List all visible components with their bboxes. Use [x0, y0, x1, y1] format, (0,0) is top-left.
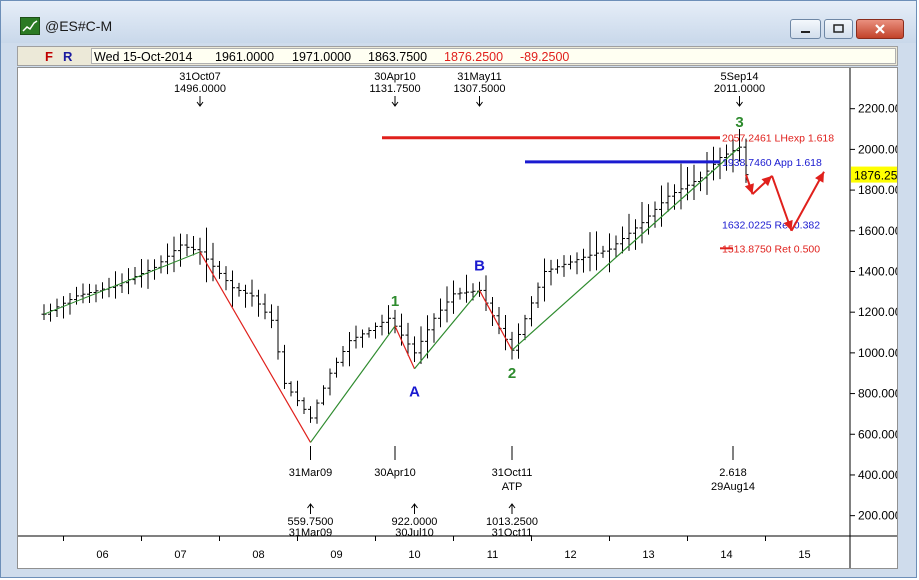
time-marker-label: 31Oct11: [492, 467, 533, 479]
wave-segment: [394, 325, 416, 369]
time-marker-label: 2.618: [719, 467, 747, 479]
last-price-label: 1876.25: [854, 169, 897, 183]
y-tick-label: 400.000: [858, 468, 897, 482]
last-price-tag: [851, 166, 897, 183]
top-annotation-arrowhead: [196, 101, 204, 107]
time-marker-label: 30Apr10: [374, 467, 416, 479]
bottom-annotation-date: 31Oct11: [492, 527, 533, 539]
maximize-button[interactable]: [824, 19, 853, 39]
x-tick-label: 14: [720, 549, 732, 561]
window-title: @ES#C-M: [45, 18, 113, 34]
r-label[interactable]: R: [63, 49, 73, 64]
x-tick-label: 10: [408, 549, 420, 561]
wave-segment: [414, 289, 480, 370]
top-annotation-value: 1131.7500: [369, 83, 420, 95]
y-tick-label: 800.000: [858, 387, 897, 401]
bottom-annotation-date: 31Mar09: [289, 527, 332, 539]
bottom-annotation-value: 559.7500: [288, 516, 334, 528]
time-marker-label: 31Mar09: [289, 467, 332, 479]
close-icon: [875, 24, 885, 34]
projection-arrowhead: [783, 219, 793, 231]
top-annotation-arrowhead: [391, 101, 399, 107]
y-tick-label: 600.000: [858, 427, 897, 441]
quote-low: 1863.7500: [368, 50, 428, 64]
bottom-annotation-arrowhead: [411, 503, 418, 509]
wave-segment: [478, 290, 513, 351]
wave-segment: [310, 325, 396, 443]
wave-label: A: [409, 384, 420, 401]
projection-arrowhead: [761, 175, 772, 187]
time-marker-sublabel: 29Aug14: [711, 481, 755, 493]
wave-label: 2: [508, 365, 516, 382]
wave-label: B: [474, 257, 485, 274]
projection-arrowhead: [744, 183, 754, 195]
y-tick-label: 1000.000: [858, 346, 897, 360]
x-tick-label: 08: [252, 549, 264, 561]
title-bar[interactable]: @ES#C-M: [1, 1, 916, 43]
maximize-icon: [833, 24, 844, 33]
chart-app-icon: [20, 17, 40, 35]
quote-close: 1876.2500: [444, 50, 504, 64]
close-button[interactable]: [856, 19, 904, 39]
quote-open: 1961.0000: [215, 50, 275, 64]
x-tick-label: 07: [174, 549, 186, 561]
price-chart[interactable]: 2200.0002000.0001800.0001600.0001400.000…: [17, 67, 908, 569]
wave-segment: [511, 146, 740, 351]
wave-segment: [199, 251, 312, 443]
projection-arrowhead: [815, 171, 824, 183]
top-annotation-date: 30Apr10: [374, 71, 416, 83]
quote-change: -89.2500: [520, 50, 570, 64]
fib-level-label: 2057.2461 LHexp 1.618: [722, 133, 834, 145]
bottom-annotation-arrowhead: [307, 503, 314, 509]
projection-segment: [790, 171, 825, 232]
top-annotation-arrowhead: [476, 101, 483, 107]
x-tick-label: 11: [487, 549, 498, 561]
y-tick-label: 1600.000: [858, 224, 897, 238]
bottom-annotation-arrowhead: [508, 503, 516, 509]
y-tick-label: 1400.000: [858, 264, 897, 278]
wave-label: 3: [735, 114, 743, 131]
retracement-bottom-label: 1513.8750 Ret 0.500: [722, 243, 820, 255]
x-tick-label: 12: [564, 549, 576, 561]
time-marker-sublabel: ATP: [502, 481, 523, 493]
bottom-annotation-value: 922.0000: [392, 516, 438, 528]
top-annotation-date: 31May11: [457, 71, 501, 83]
quote-date: Wed 15-Oct-2014: [94, 50, 193, 64]
f-label[interactable]: F: [45, 49, 53, 64]
retracement-top-label: 1632.0225 Ret 0.382: [722, 219, 820, 231]
y-tick-label: 200.000: [858, 509, 897, 523]
top-annotation-date: 31Oct07: [179, 71, 221, 83]
top-annotation-date: 5Sep14: [721, 71, 759, 83]
top-annotation-value: 1496.0000: [174, 83, 226, 95]
fib-level-label: 1938.7460 App 1.618: [722, 157, 822, 169]
y-tick-label: 1800.000: [858, 183, 897, 197]
y-tick-label: 2000.000: [858, 142, 897, 156]
x-tick-label: 15: [798, 549, 810, 561]
chart-canvas[interactable]: 2200.0002000.0001800.0001600.0001400.000…: [18, 68, 908, 568]
wave-label: 1: [391, 293, 399, 310]
top-annotation-value: 1307.5000: [454, 83, 506, 95]
y-tick-label: 1200.000: [858, 305, 897, 319]
minimize-icon: [801, 31, 810, 33]
trend-line-early: [43, 251, 201, 315]
quote-values: Wed 15-Oct-2014 1961.0000 1971.0000 1863…: [91, 48, 896, 64]
bottom-annotation-date: 30Jul10: [395, 527, 434, 539]
bottom-annotation-value: 1013.2500: [486, 516, 538, 528]
quote-high: 1971.0000: [292, 50, 352, 64]
quote-bar: F R Wed 15-Oct-2014 1961.0000 1971.0000 …: [17, 46, 898, 66]
x-tick-label: 09: [330, 549, 342, 561]
y-tick-label: 2200.000: [858, 102, 897, 116]
top-annotation-value: 2011.0000: [714, 83, 765, 95]
x-tick-label: 06: [96, 549, 108, 561]
x-tick-label: 13: [642, 549, 654, 561]
top-annotation-arrowhead: [736, 101, 743, 107]
minimize-button[interactable]: [790, 19, 821, 39]
